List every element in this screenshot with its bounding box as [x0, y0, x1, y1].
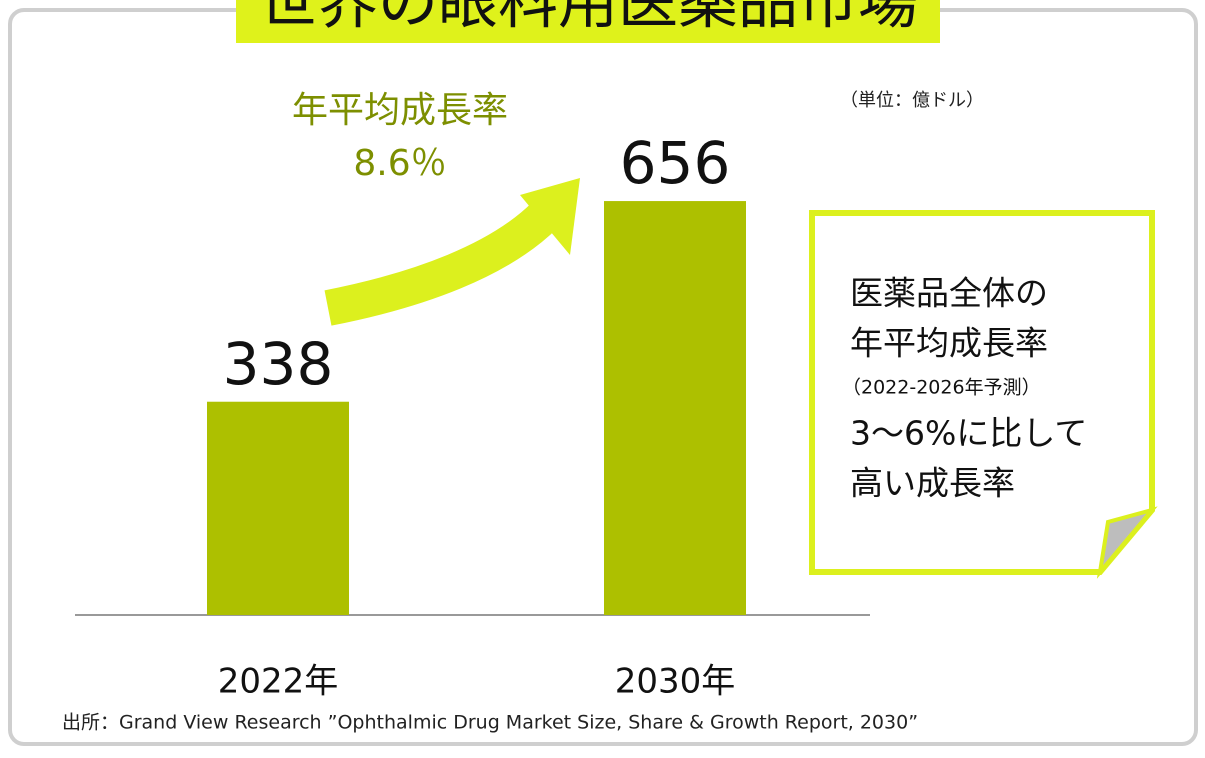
- callout-fold: [1096, 506, 1158, 579]
- callout-line: 医薬品全体の: [850, 274, 1048, 313]
- bar: [604, 201, 746, 615]
- growth-rate: 8.6％: [353, 143, 446, 184]
- value-label: 656: [620, 129, 731, 197]
- chart-title: 世界の眼科用医薬品市場: [258, 0, 918, 38]
- callout-line: 3〜6%に比して: [850, 414, 1087, 453]
- callout-line: 年平均成長率: [850, 324, 1048, 363]
- growth-arrow-head: [520, 178, 580, 255]
- callout-line: （2022-2026年予測）: [842, 377, 1041, 399]
- callout-line: 高い成長率: [850, 464, 1015, 503]
- growth-arrow: [324, 201, 558, 326]
- value-label: 338: [223, 330, 334, 398]
- growth-label: 年平均成長率: [292, 90, 508, 131]
- x-tick-label: 2022年: [218, 662, 339, 702]
- source-note: 出所：Grand View Research ”Ophthalmic Drug …: [62, 712, 918, 734]
- unit-note: （単位：億ドル）: [840, 90, 984, 111]
- bar: [207, 401, 349, 615]
- title-box: [236, 0, 940, 43]
- x-tick-label: 2030年: [615, 662, 736, 702]
